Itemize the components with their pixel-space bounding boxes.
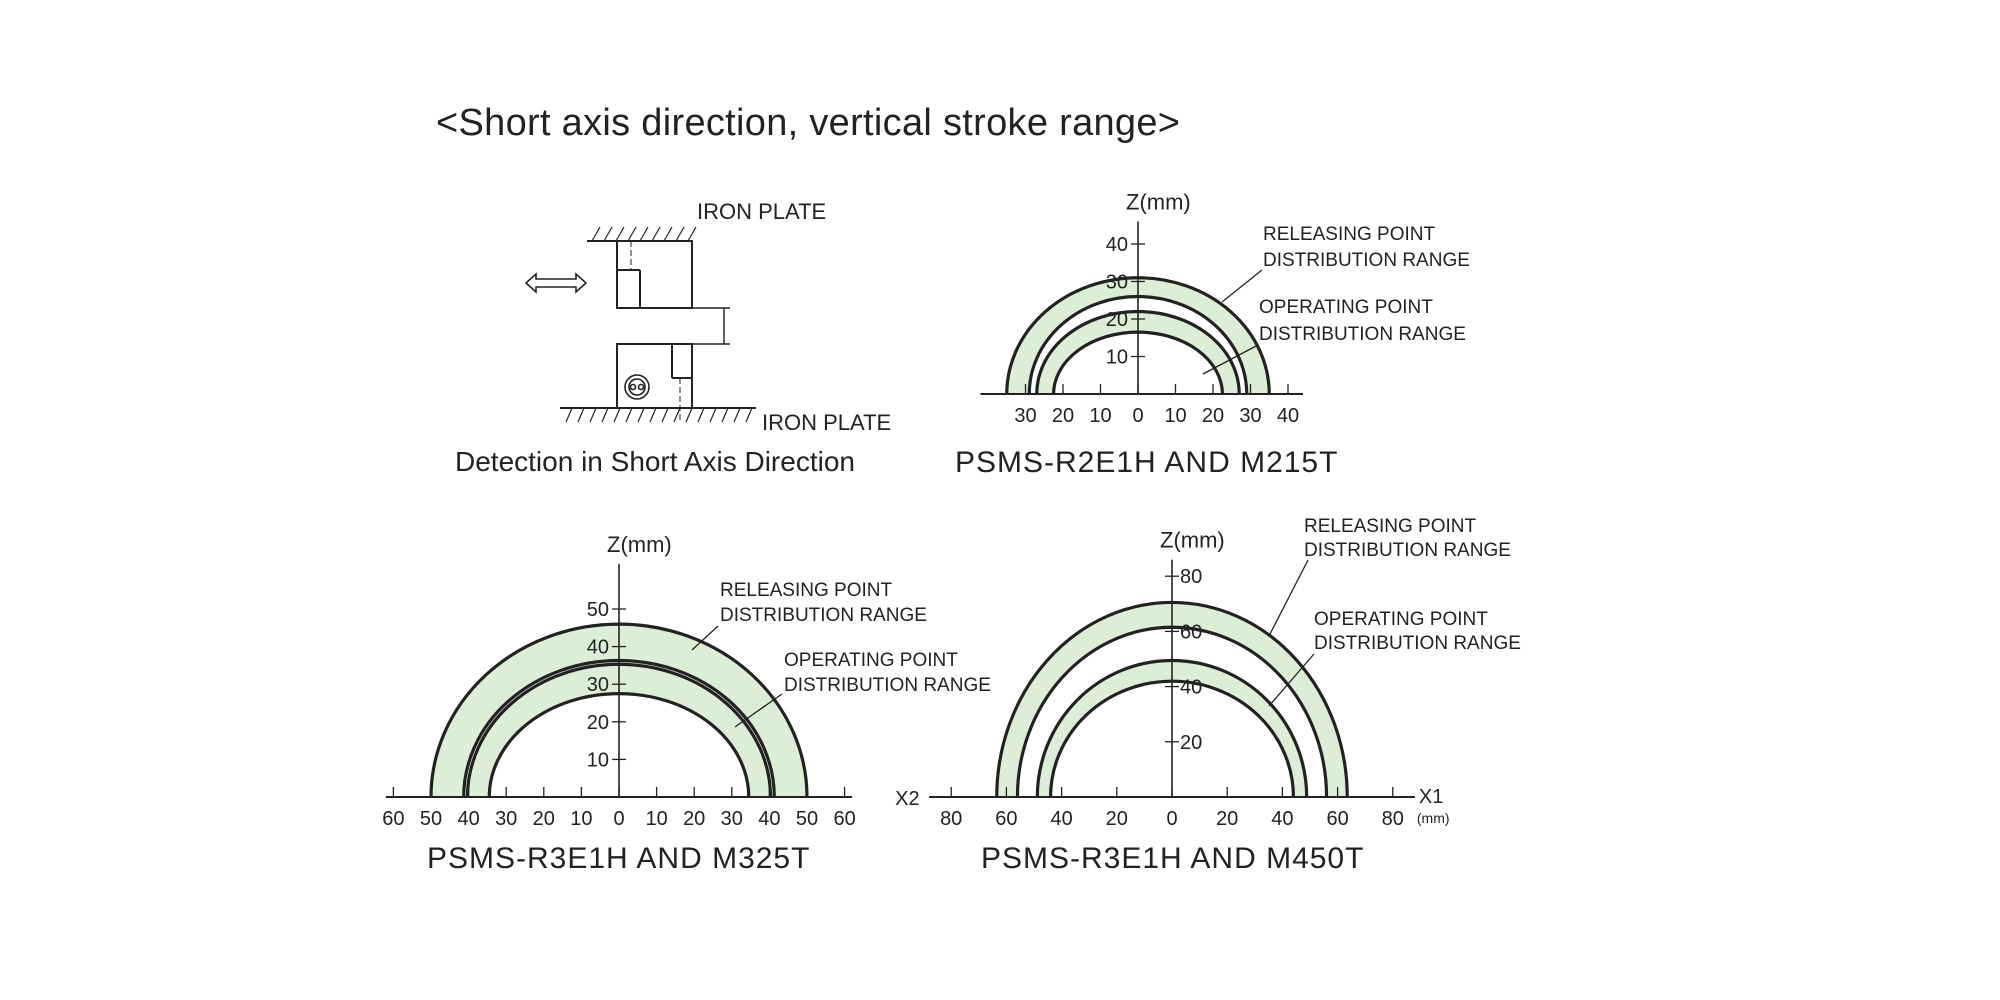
- releasing-leader-line: [1221, 269, 1263, 303]
- x-tick-label: 40: [1050, 808, 1072, 830]
- x-tick-label: 60: [833, 808, 855, 830]
- x-tick-label: 20: [1202, 405, 1224, 427]
- z-tick-label: 40: [1180, 677, 1202, 699]
- releasing-distribution-band: [1006, 277, 1270, 394]
- x-tick-label: 60: [1326, 808, 1348, 830]
- chart-3-caption: PSMS-R3E1H AND M450T: [981, 842, 1365, 875]
- bottom-plate-label: IRON PLATE: [762, 410, 891, 435]
- x-tick-label: 10: [645, 808, 667, 830]
- chart-2-caption: PSMS-R3E1H AND M325T: [427, 842, 811, 875]
- operating-distribution-band: [467, 664, 771, 797]
- releasing-label-line2: DISTRIBUTION RANGE: [1263, 250, 1470, 271]
- chart-r2e1h-m215t: 30 20 10 0 10 20 30 40 10 20 30 40 Z(mm): [980, 190, 1303, 427]
- z-tick-label: 50: [587, 599, 609, 621]
- operating-label-line2: DISTRIBUTION RANGE: [1259, 324, 1466, 345]
- x-tick-label: 50: [796, 808, 818, 830]
- diagram-caption: Detection in Short Axis Direction: [455, 446, 855, 477]
- z-tick-label: 40: [1106, 234, 1128, 256]
- x-tick-label: 20: [1052, 405, 1074, 427]
- x-tick-label: 80: [940, 808, 962, 830]
- z-tick-label: 30: [587, 674, 609, 696]
- z-tick-label: 40: [587, 637, 609, 659]
- releasing-leader-line: [1268, 559, 1309, 637]
- operating-leader-line: [734, 693, 783, 728]
- operating-label-line2: DISTRIBUTION RANGE: [1314, 633, 1521, 654]
- x-tick-label: 0: [613, 808, 624, 830]
- x-tick-label: 10: [1089, 405, 1111, 427]
- operating-distribution-band: [1036, 311, 1240, 394]
- releasing-label-line1: RELEASING POINT: [1304, 516, 1476, 537]
- x-tick-label: 30: [1014, 405, 1036, 427]
- releasing-leader-line: [691, 625, 719, 651]
- releasing-label-line2: DISTRIBUTION RANGE: [1304, 540, 1511, 561]
- x-tick-label: 30: [1239, 405, 1261, 427]
- top-plate-label: IRON PLATE: [697, 199, 826, 224]
- upper-magnet-block: [616, 240, 693, 309]
- x-tick-label: 40: [1277, 405, 1299, 427]
- x-tick-label: 0: [1166, 808, 1177, 830]
- x-tick-label: 80: [1382, 808, 1404, 830]
- z-tick-label: 10: [1106, 347, 1128, 369]
- x-tick-label: 20: [1216, 808, 1238, 830]
- x-tick-label: 60: [995, 808, 1017, 830]
- x-tick-label: 40: [1271, 808, 1293, 830]
- chart-r3e1h-m450t: 80 60 40 20 0 20 40 60 80 20 40 60 80 Z(mm) X2 X1 (mm): [895, 528, 1449, 830]
- x-tick-label: 60: [382, 808, 404, 830]
- releasing-distribution-band: [431, 624, 807, 797]
- operating-label-line1: OPERATING POINT: [1259, 297, 1433, 318]
- x-tick-label: 50: [420, 808, 442, 830]
- x-tick-label: 40: [457, 808, 479, 830]
- x-tick-label: 10: [570, 808, 592, 830]
- bottom-plate-hatch: [565, 407, 753, 423]
- releasing-distribution-band: [996, 602, 1348, 797]
- detection-diagram: [524, 226, 756, 423]
- z-tick-label: 20: [587, 712, 609, 734]
- double-arrow-icon: [524, 272, 588, 294]
- x-tick-label: 30: [495, 808, 517, 830]
- z-tick-label: 10: [587, 749, 609, 771]
- releasing-label-line1: RELEASING POINT: [720, 580, 892, 601]
- operating-label-line1: OPERATING POINT: [1314, 609, 1488, 630]
- operating-leader-line: [1268, 653, 1315, 707]
- releasing-label-line2: DISTRIBUTION RANGE: [720, 605, 927, 626]
- operating-leader-line: [1202, 344, 1259, 375]
- x2-axis-label: X2: [895, 788, 919, 810]
- x-tick-label: 0: [1132, 405, 1143, 427]
- x-tick-label: 20: [1106, 808, 1128, 830]
- z-axis-label: Z(mm): [607, 532, 672, 557]
- z-tick-label: 30: [1106, 272, 1128, 294]
- x-tick-label: 40: [758, 808, 780, 830]
- chart-1-caption: PSMS-R2E1H AND M215T: [955, 446, 1339, 479]
- operating-distribution-band: [1037, 660, 1307, 797]
- page-title: <Short axis direction, vertical stroke r…: [436, 102, 1181, 144]
- operating-label-line1: OPERATING POINT: [784, 650, 958, 671]
- gap-dimension: [692, 307, 730, 345]
- releasing-label-line1: RELEASING POINT: [1263, 224, 1435, 245]
- x-unit-label: (mm): [1417, 810, 1450, 826]
- chart-r3e1h-m325t: 60 50 40 30 20 10 0 10 20 30 40 50 60 10 20 30 40 50 Z(mm): [382, 532, 855, 830]
- lower-sensor-block: [616, 343, 693, 409]
- z-tick-label: 60: [1180, 621, 1202, 643]
- x-tick-label: 20: [533, 808, 555, 830]
- x-tick-label: 10: [1164, 405, 1186, 427]
- x-tick-label: 30: [721, 808, 743, 830]
- x1-axis-label: X1: [1419, 786, 1443, 808]
- z-axis-label: Z(mm): [1126, 190, 1191, 215]
- x-tick-label: 20: [683, 808, 705, 830]
- z-tick-label: 20: [1180, 732, 1202, 754]
- sensor-icon: [624, 374, 650, 400]
- z-axis-label: Z(mm): [1160, 528, 1225, 553]
- operating-label-line2: DISTRIBUTION RANGE: [784, 675, 991, 696]
- z-tick-label: 80: [1180, 566, 1202, 588]
- top-plate-hatch: [591, 226, 697, 242]
- z-tick-label: 20: [1106, 309, 1128, 331]
